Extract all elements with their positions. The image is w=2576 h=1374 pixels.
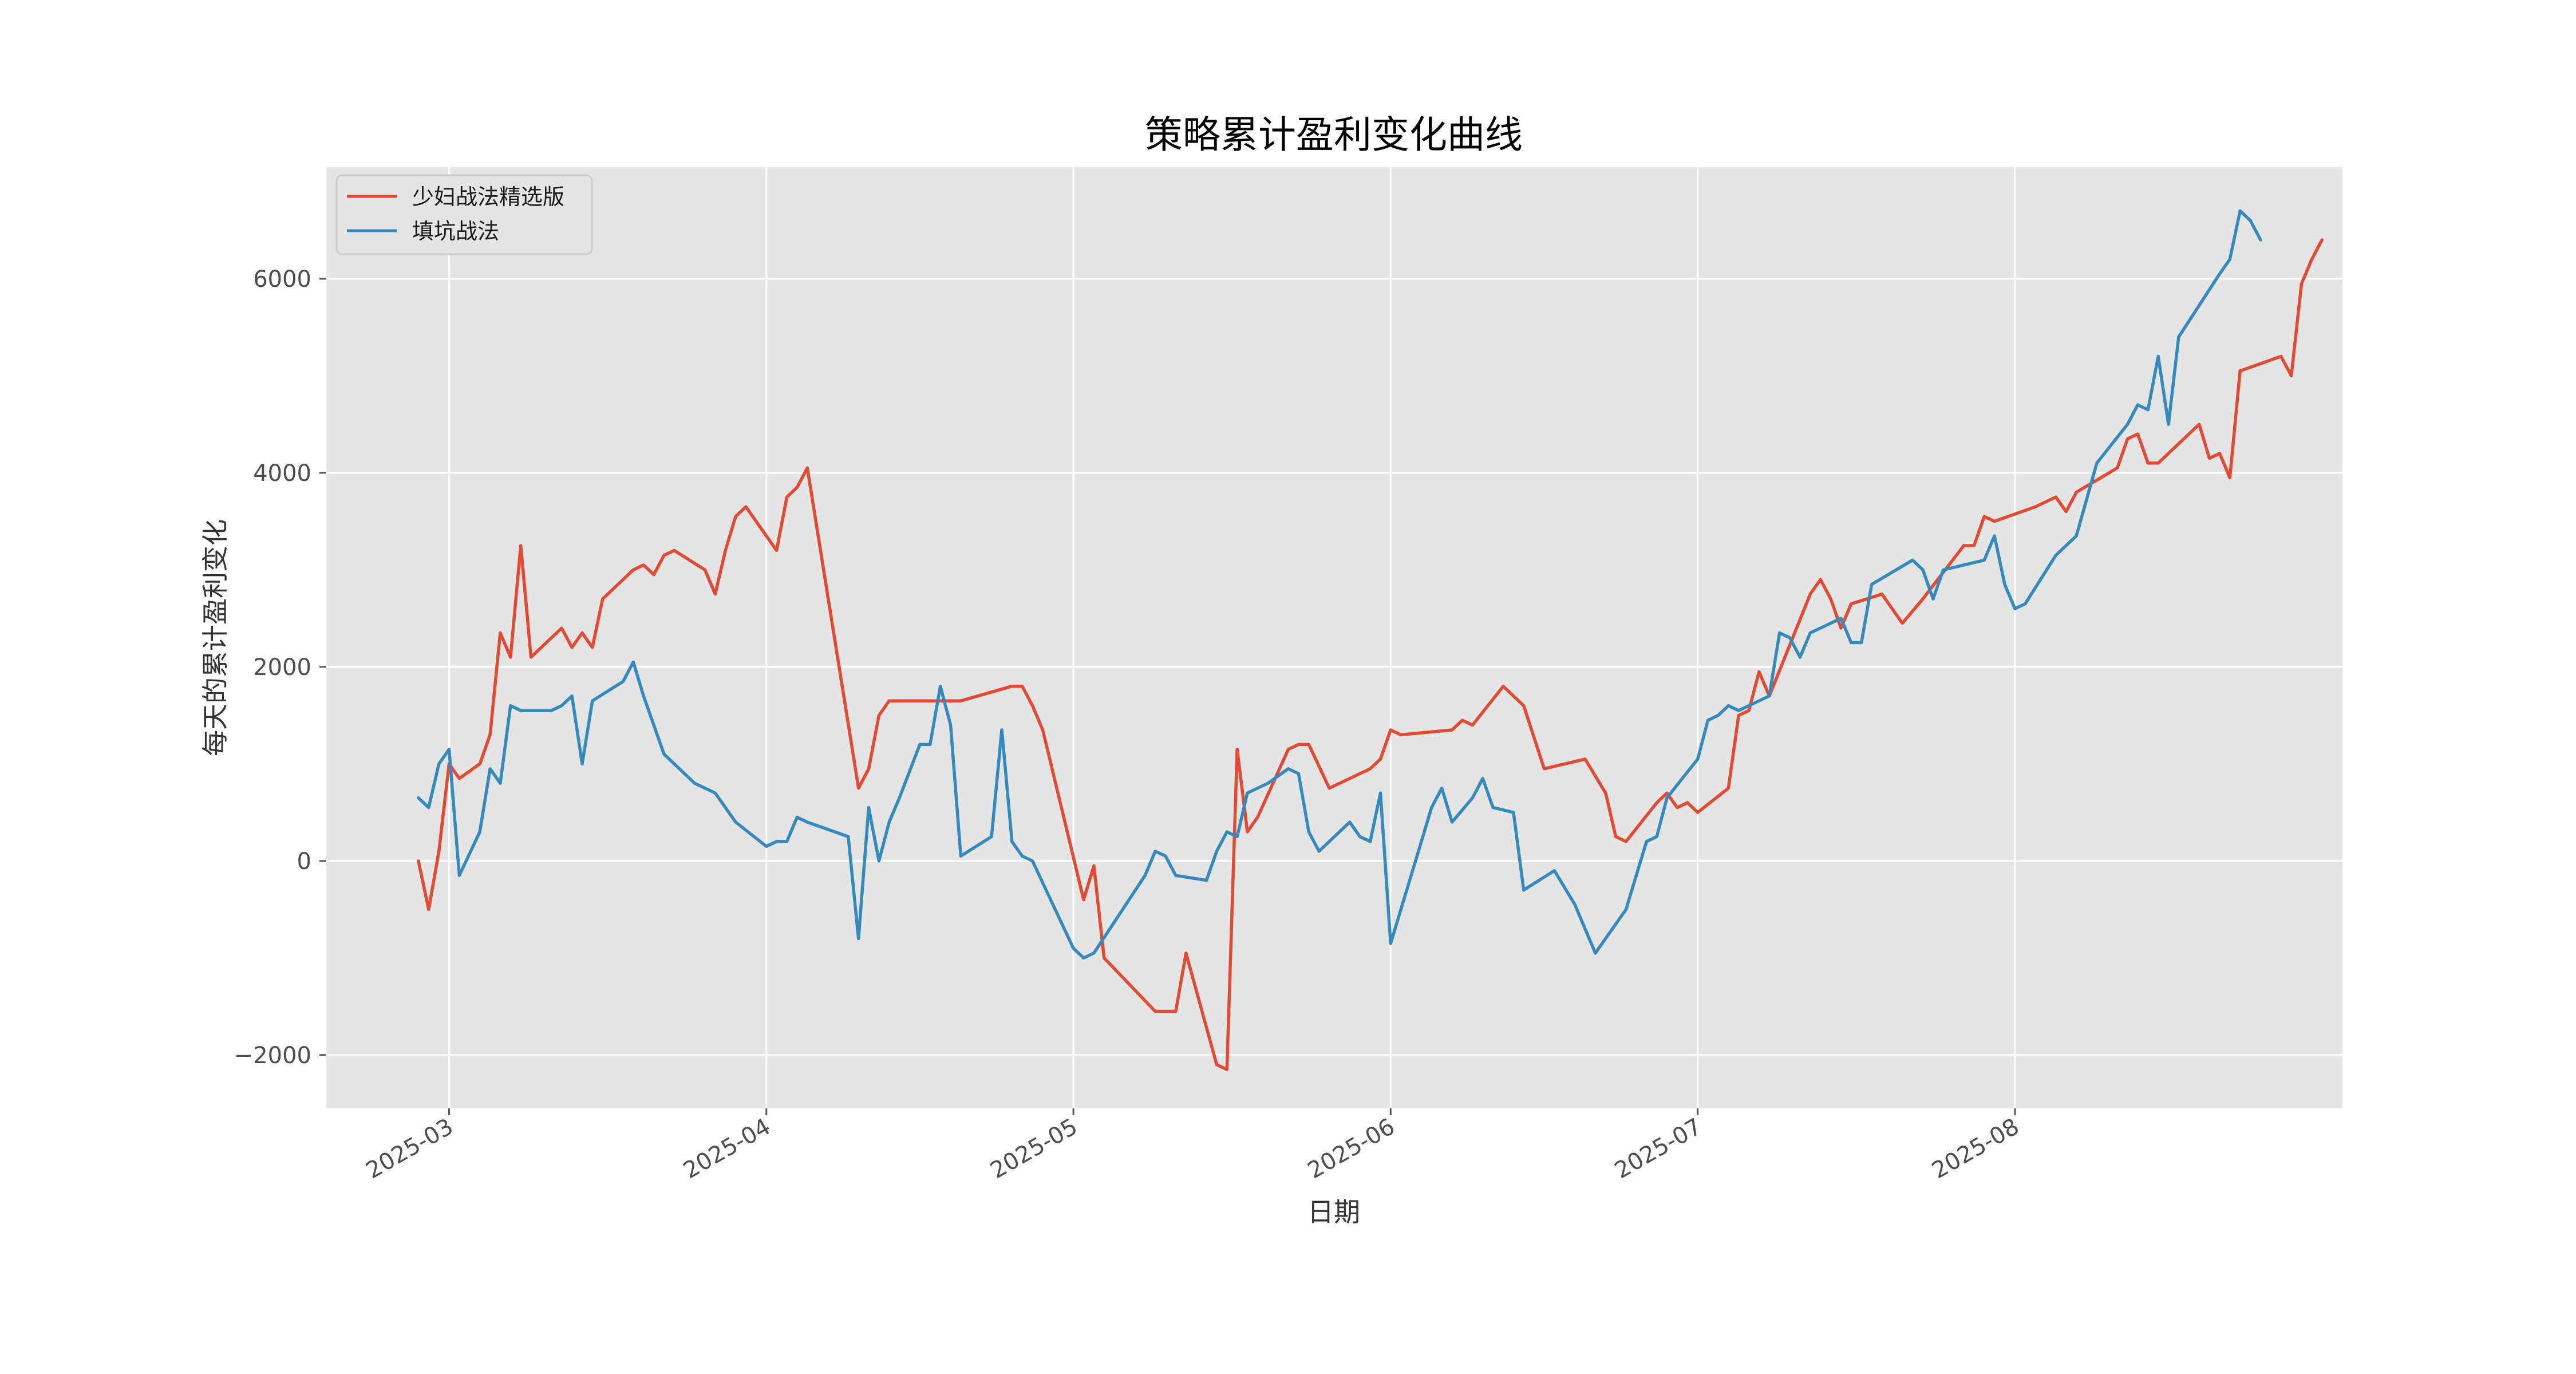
y-axis-label: 每天的累计盈利变化	[200, 519, 231, 756]
y-tick-label: −2000	[234, 1043, 311, 1069]
legend-box	[335, 174, 593, 255]
series-line-1	[417, 238, 2324, 1071]
y-tick-label: 6000	[253, 266, 311, 293]
y-tick-label: 4000	[253, 460, 311, 487]
gridlines	[326, 167, 2342, 1108]
series-layer	[417, 209, 2324, 1071]
chart-title: 策略累计盈利变化曲线	[1145, 113, 1523, 157]
y-tick-label: 2000	[253, 654, 311, 681]
legend: 少妇战法精选版 填坑战法	[335, 174, 593, 255]
series-line-2	[417, 209, 2262, 960]
plot-area	[326, 167, 2342, 1108]
legend-label-series-2: 填坑战法	[412, 219, 499, 244]
x-axis-label: 日期	[1307, 1197, 1360, 1227]
y-tick-label: 0	[297, 848, 311, 875]
legend-label-series-1: 少妇战法精选版	[412, 184, 564, 210]
